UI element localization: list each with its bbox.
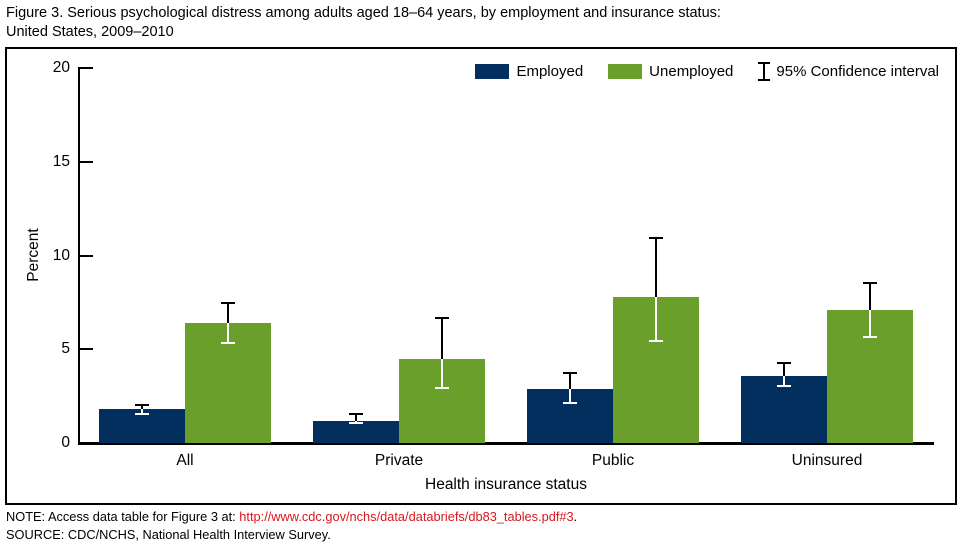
note-line: NOTE: Access data table for Figure 3 at:… [6,508,577,526]
footnotes: NOTE: Access data table for Figure 3 at:… [6,508,577,543]
ci-cap-bottom-unemployed-uninsured [863,336,877,338]
ci-cap-top-employed-private [349,413,363,415]
legend-employed-label: Employed [516,63,584,80]
legend-item-unemployed: Unemployed [608,63,733,80]
ci-cap-bottom-employed-all [135,412,149,415]
legend-item-employed: Employed [475,63,583,80]
ci-cap-bottom-employed-public [563,401,577,404]
ci-cap-bottom-unemployed-private [435,386,449,389]
ci-upper-unemployed-all [227,302,229,323]
y-tick-label-15: 15 [52,152,70,170]
y-tick-5 [78,348,93,351]
ci-lower-employed-all [141,409,143,415]
bar-employed-private [313,420,399,443]
x-axis-line [78,442,934,445]
source-line: SOURCE: CDC/NCHS, National Health Interv… [6,526,331,542]
ci-cap-bottom-employed-uninsured [777,384,791,387]
ci-lower-unemployed-uninsured [869,309,871,338]
y-tick-20 [78,67,93,69]
ci-cap-top-unemployed-public [649,236,663,239]
y-axis-line [78,68,80,445]
note-prefix: NOTE: Access data table for Figure 3 at: [6,509,240,524]
ci-upper-employed-private [355,413,357,421]
ci-cap-bottom-unemployed-public [649,339,663,342]
data-table-link[interactable]: http://www.cdc.gov/nchs/data/databriefs/… [239,509,574,524]
ci-lower-unemployed-private [441,358,443,389]
confidence-interval-icon [758,62,771,81]
ci-cap-top-employed-public [563,371,577,374]
ci-cap-top-employed-uninsured [777,362,791,365]
x-category-uninsured: Uninsured [791,452,863,469]
x-axis-title: Health insurance status [425,476,587,493]
figure-title-line1: Figure 3. Serious psychological distress… [6,5,721,21]
figure-title: Figure 3. Serious psychological distress… [6,4,721,42]
y-tick-label-20: 20 [52,59,70,76]
legend-ci-label: 95% Confidence interval [776,63,939,80]
ci-lower-unemployed-all [227,323,229,344]
ci-upper-employed-uninsured [783,362,785,376]
y-tick-15 [78,160,93,163]
ci-cap-top-employed-all [135,403,149,406]
y-tick-label-0: 0 [61,434,70,451]
y-tick-label-10: 10 [52,246,70,264]
note-suffix: . [573,509,578,524]
x-category-private: Private [374,452,424,469]
employed-swatch-icon [475,64,510,79]
chart-legend: Employed Unemployed 95% Confidence inter… [475,62,939,81]
ci-upper-unemployed-public [655,236,657,297]
legend-item-ci: 95% Confidence interval [758,62,939,81]
ci-lower-unemployed-public [655,296,657,342]
x-category-all: All [176,452,194,469]
plot-area: 0 5 10 15 20 All Private Public Uninsured [53,59,934,469]
ci-cap-bottom-employed-private [349,422,363,425]
ci-lower-employed-public [569,388,571,404]
legend-unemployed-label: Unemployed [649,63,734,80]
ci-cap-top-unemployed-private [435,317,449,320]
ci-cap-top-unemployed-uninsured [863,281,877,284]
ci-upper-unemployed-private [441,317,443,359]
ci-icon-line [763,62,766,81]
ci-upper-employed-all [141,403,143,410]
bar-employed-all [99,409,185,443]
chart-frame: Employed Unemployed 95% Confidence inter… [5,47,957,505]
ci-upper-unemployed-uninsured [869,281,871,310]
ci-upper-employed-public [569,371,571,389]
ci-cap-bottom-unemployed-all [221,341,235,344]
x-category-public: Public [591,452,635,469]
ci-cap-top-unemployed-all [221,302,235,305]
figure-title-line2: United States, 2009–2010 [6,24,174,40]
y-tick-label-5: 5 [61,340,70,358]
ci-lower-employed-uninsured [783,375,785,387]
bar-employed-uninsured [741,375,827,443]
unemployed-swatch-icon [608,64,643,79]
ci-icon-bottom-cap [758,79,771,81]
y-tick-10 [78,254,93,257]
